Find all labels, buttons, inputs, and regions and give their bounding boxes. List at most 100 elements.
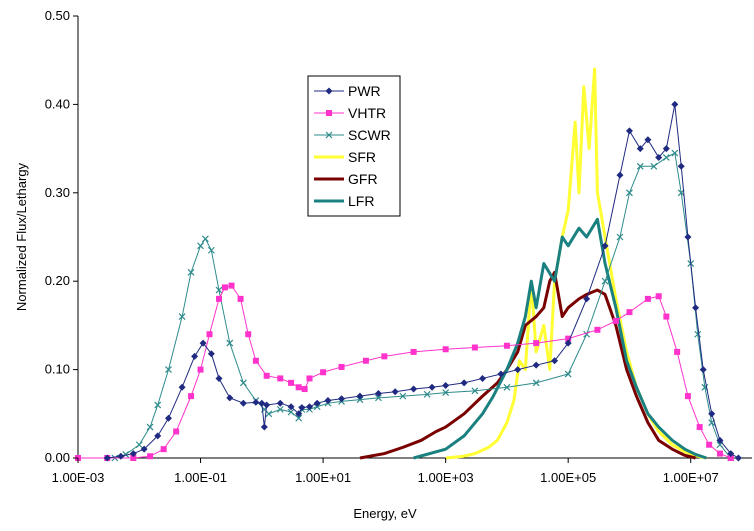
- series-pwr-point: [207, 350, 215, 358]
- series-scwr: [111, 149, 735, 462]
- series-vhtr-point: [147, 453, 154, 460]
- plot-area: [77, 16, 752, 459]
- series-vhtr-point: [471, 344, 478, 351]
- series-pwr-point: [178, 383, 186, 391]
- x-tick-label: 1.00E+03: [418, 470, 474, 485]
- series-pwr-point: [263, 401, 271, 409]
- series-pwr-point: [260, 423, 268, 431]
- series-scwr-point: [564, 370, 572, 378]
- series-scwr-point: [442, 389, 450, 397]
- legend-label: GFR: [348, 171, 378, 187]
- series-vhtr-point: [215, 295, 222, 302]
- series-vhtr-point: [612, 317, 619, 324]
- series-vhtr-point: [277, 375, 284, 382]
- series-pwr-point: [103, 454, 111, 462]
- series-vhtr-point: [237, 295, 244, 302]
- series-scwr-point: [154, 401, 162, 409]
- series-scwr-point: [662, 154, 670, 161]
- series-pwr-point: [708, 410, 716, 418]
- series-sfr: [445, 67, 707, 460]
- legend-marker: [326, 110, 332, 116]
- series-pwr-point: [564, 339, 572, 347]
- series-vhtr-point: [252, 357, 259, 364]
- series-vhtr-point: [245, 331, 252, 338]
- legend-label: SCWR: [348, 127, 391, 143]
- series-scwr-point: [226, 339, 234, 347]
- series-vhtr-point: [295, 384, 302, 391]
- series-scwr-point: [626, 189, 633, 197]
- x-tick-label: 1.00E+01: [295, 470, 351, 485]
- x-tick-label: 1.00E+07: [663, 470, 719, 485]
- series-vhtr-point: [594, 326, 601, 333]
- series-pwr-point: [644, 136, 652, 144]
- series-pwr-point: [677, 162, 685, 170]
- series-vhtr-point: [338, 363, 345, 370]
- series-pwr-point: [583, 295, 591, 303]
- series-pwr-point: [716, 436, 724, 444]
- series-scwr-point: [601, 277, 609, 285]
- series-pwr-point: [460, 379, 468, 387]
- series-pwr-point: [497, 370, 505, 378]
- series-scwr-point: [313, 403, 321, 411]
- series-vhtr-point: [206, 331, 213, 338]
- series-pwr-point: [226, 394, 234, 402]
- legend-label: VHTR: [348, 105, 386, 121]
- series-layer: [75, 67, 742, 462]
- series-pwr-point: [252, 398, 260, 406]
- series-vhtr-point: [626, 309, 633, 316]
- series-scwr-point: [375, 394, 382, 402]
- legend-item-gfr: GFR: [314, 171, 378, 187]
- series-pwr: [103, 100, 742, 462]
- series-scwr-point: [295, 414, 303, 422]
- series-scwr-point: [650, 162, 658, 170]
- series-lfr: [413, 217, 707, 460]
- series-lfr-line: [413, 217, 707, 460]
- legend-item-sfr: SFR: [314, 149, 376, 165]
- legend-item-pwr: PWR: [314, 83, 381, 99]
- series-vhtr-point: [381, 353, 388, 360]
- series-scwr-point: [207, 246, 215, 254]
- series-scwr-point: [616, 233, 624, 241]
- series-pwr-point: [625, 127, 633, 135]
- series-vhtr-point: [228, 282, 235, 289]
- series-pwr-point: [324, 397, 332, 405]
- series-pwr-point: [276, 399, 284, 407]
- legend-item-scwr: SCWR: [314, 127, 391, 143]
- series-pwr-point: [140, 445, 148, 453]
- series-pwr-point: [532, 361, 540, 369]
- x-axis-title: Energy, eV: [353, 506, 417, 521]
- series-pwr-point: [287, 403, 295, 411]
- tick-layer: 0.00 0.10 0.20 0.30 0.40 0.50 1.00E-03 1.00E-01…: [45, 8, 719, 485]
- series-scwr-point: [165, 366, 172, 374]
- series-pwr-point: [684, 233, 692, 241]
- series-vhtr-point: [663, 313, 670, 320]
- legend-box: [307, 75, 401, 217]
- series-vhtr-point: [362, 357, 369, 364]
- series-vhtr-point: [188, 393, 195, 400]
- series-scwr-point: [532, 379, 540, 387]
- series-scwr-point: [146, 423, 154, 431]
- legend-marker: [325, 131, 333, 139]
- series-vhtr-point: [263, 372, 270, 379]
- series-pwr-point: [215, 374, 223, 382]
- series-scwr-point: [471, 387, 479, 395]
- series-vhtr-point: [696, 424, 703, 431]
- series-scwr-point: [215, 286, 223, 294]
- series-vhtr-point: [221, 284, 228, 291]
- series-vhtr-point: [173, 428, 180, 435]
- series-pwr-point: [305, 403, 313, 411]
- legend-item-lfr: LFR: [314, 193, 374, 209]
- series-vhtr-point: [288, 379, 295, 386]
- legend-item-vhtr: VHTR: [314, 105, 386, 121]
- y-tick-label: 0.10: [45, 362, 70, 377]
- series-vhtr-point: [727, 455, 734, 461]
- series-scwr-point: [276, 405, 284, 413]
- x-tick-label: 1.00E-01: [174, 470, 227, 485]
- series-vhtr-point: [716, 450, 723, 457]
- series-vhtr: [75, 282, 734, 461]
- series-pwr-point: [199, 339, 207, 347]
- series-scwr-point: [187, 268, 195, 276]
- series-pwr-point: [129, 450, 137, 458]
- series-pwr-point: [671, 100, 679, 108]
- x-tick-label: 1.00E-03: [52, 470, 105, 485]
